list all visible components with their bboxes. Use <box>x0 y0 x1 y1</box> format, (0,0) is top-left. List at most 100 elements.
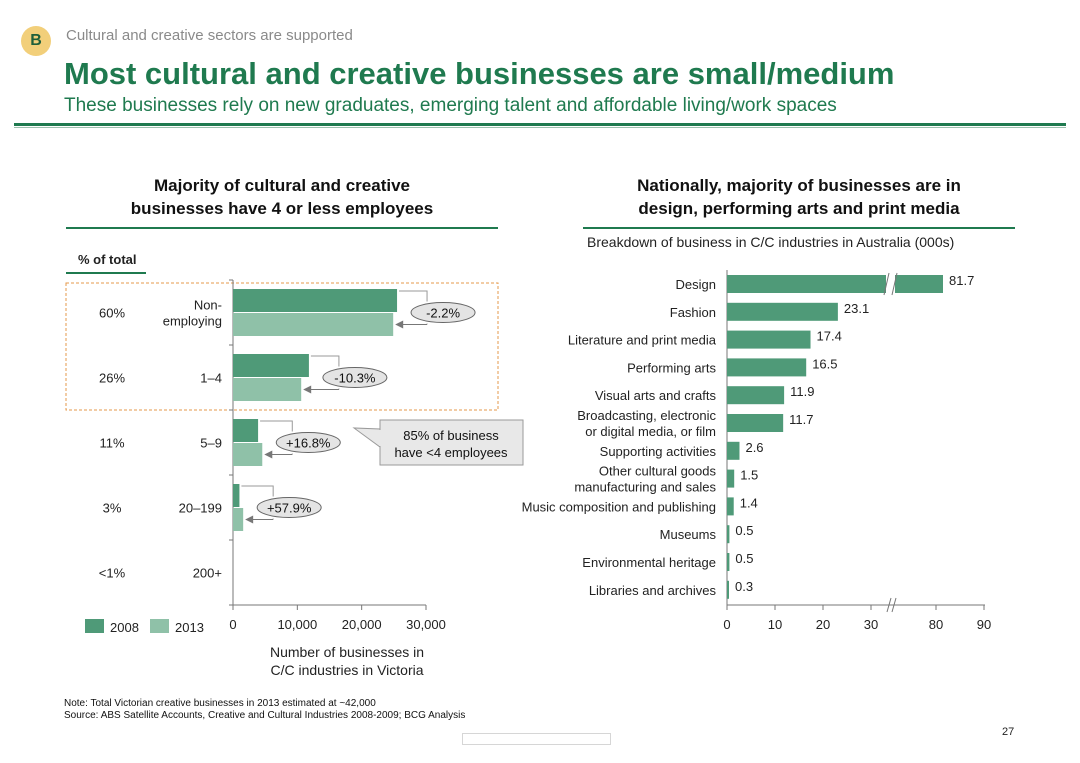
right-value-label: 11.9 <box>790 384 814 399</box>
right-category-label: Music composition and publishing <box>522 499 716 514</box>
pct-header-rule <box>66 272 146 274</box>
right-value-label: 1.4 <box>740 495 758 510</box>
bar-2008-2 <box>233 419 259 442</box>
footer-box <box>462 733 611 745</box>
right-x-tick-label: 80 <box>929 617 943 632</box>
right-category-label: Supporting activities <box>600 444 717 459</box>
left-x-tick-label: 30,000 <box>406 617 446 632</box>
left-x-axis-label-line1: Number of businesses in <box>269 644 425 660</box>
right-x-tick-label: 20 <box>816 617 830 632</box>
footnote-note: Note: Total Victorian creative businesse… <box>64 698 376 709</box>
bar-2013-0 <box>233 313 394 336</box>
change-arrow-head <box>264 450 273 459</box>
change-arrow-head <box>303 385 312 394</box>
right-category-label: Literature and print media <box>568 333 717 348</box>
right-bar-0 <box>727 275 943 293</box>
right-bar-5 <box>727 414 784 432</box>
left-x-axis-label-line2: C/C industries in Victoria <box>270 662 424 678</box>
section-label: Cultural and creative sectors are suppor… <box>66 27 353 44</box>
right-bar-11 <box>727 580 729 599</box>
right-panel-title-line2: design, performing arts and print media <box>638 199 960 218</box>
page-number: 27 <box>1002 726 1015 738</box>
left-panel-title-line1: Majority of cultural and creative <box>153 176 410 195</box>
callout-box <box>379 419 524 466</box>
right-bar-8 <box>727 497 734 516</box>
left-category-label: 200+ <box>193 566 222 581</box>
left-panel-title: Majority of cultural and creative busine… <box>66 174 498 220</box>
right-category-label: manufacturing and sales <box>574 480 716 495</box>
change-bracket <box>310 355 340 367</box>
footnote: Note: Total Victorian creative businesse… <box>64 698 465 722</box>
change-label: -2.2% <box>426 306 460 321</box>
right-value-label: 1.5 <box>740 468 758 483</box>
change-bracket <box>260 420 293 432</box>
change-arrow-head <box>245 515 254 524</box>
left-category-label: employing <box>163 314 222 329</box>
section-badge: B <box>21 26 51 56</box>
bar-break-mark <box>891 272 898 296</box>
right-value-label: 23.1 <box>844 301 869 316</box>
change-bubble <box>256 497 322 518</box>
change-label: +57.9% <box>267 501 312 516</box>
slide-subtitle: These businesses rely on new graduates, … <box>64 95 837 116</box>
right-value-label: 0.5 <box>735 551 753 566</box>
change-label: -10.3% <box>334 371 376 386</box>
left-x-axis-label: Number of businesses in C/C industries i… <box>232 643 462 679</box>
pct-label: 26% <box>99 371 125 386</box>
bar-2008-3 <box>233 484 240 507</box>
right-panel-rule <box>583 227 1015 229</box>
right-value-label: 0.5 <box>735 523 753 538</box>
right-value-label: 2.6 <box>745 440 763 455</box>
right-value-label: 11.7 <box>789 412 813 427</box>
change-arrow-head <box>395 320 404 329</box>
right-x-tick-label: 90 <box>977 617 991 632</box>
axis-break-mark <box>891 597 897 613</box>
title-rule <box>14 123 1066 126</box>
right-x-tick-label: 10 <box>768 617 782 632</box>
left-panel-title-line2: businesses have 4 or less employees <box>130 199 434 218</box>
legend-swatch-2013 <box>150 619 169 633</box>
right-category-label: or digital media, or film <box>585 424 716 439</box>
change-label: +16.8% <box>286 436 331 451</box>
bar-2008-1 <box>233 354 309 377</box>
pct-label: <1% <box>99 566 126 581</box>
left-x-tick-label: 0 <box>229 617 236 632</box>
change-bubble <box>410 302 476 323</box>
bar-break-gap <box>886 273 895 295</box>
right-category-label: Other cultural goods <box>599 464 717 479</box>
right-bar-1 <box>727 302 838 321</box>
right-category-label: Performing arts <box>627 360 716 375</box>
right-x-tick-label: 0 <box>723 617 730 632</box>
left-panel-rule <box>66 227 498 229</box>
left-category-label: Non- <box>194 298 222 313</box>
right-category-label: Visual arts and crafts <box>595 388 717 403</box>
left-category-label: 20–199 <box>179 501 222 516</box>
right-category-label: Museums <box>660 527 717 542</box>
legend-label-2013: 2013 <box>175 620 204 635</box>
right-bar-6 <box>727 441 740 460</box>
bar-2013-2 <box>233 443 263 466</box>
highlight-box <box>65 282 499 411</box>
bar-2008-0 <box>233 289 398 312</box>
right-bar-3 <box>727 358 807 377</box>
right-x-tick-label: 30 <box>864 617 878 632</box>
right-value-label: 0.3 <box>735 579 753 594</box>
footnote-source: Source: ABS Satellite Accounts, Creative… <box>64 710 466 721</box>
right-value-label: 17.4 <box>817 329 842 344</box>
bar-2013-3 <box>233 508 244 531</box>
right-category-label: Broadcasting, electronic <box>577 408 716 423</box>
right-bar-4 <box>727 386 785 405</box>
left-category-label: 5–9 <box>200 436 222 451</box>
pct-label: 60% <box>99 306 125 321</box>
bar-break-mark <box>883 272 890 296</box>
right-value-label: 81.7 <box>949 273 974 288</box>
right-bar-2 <box>727 330 811 349</box>
title-rule-thin <box>14 127 1066 128</box>
callout-line1: 85% of business <box>403 428 499 443</box>
right-bar-9 <box>727 525 730 544</box>
axis-break-mark <box>886 597 892 613</box>
right-chart-title: Breakdown of business in C/C industries … <box>587 234 955 250</box>
change-bracket <box>399 290 428 302</box>
right-bar-7 <box>727 469 735 488</box>
